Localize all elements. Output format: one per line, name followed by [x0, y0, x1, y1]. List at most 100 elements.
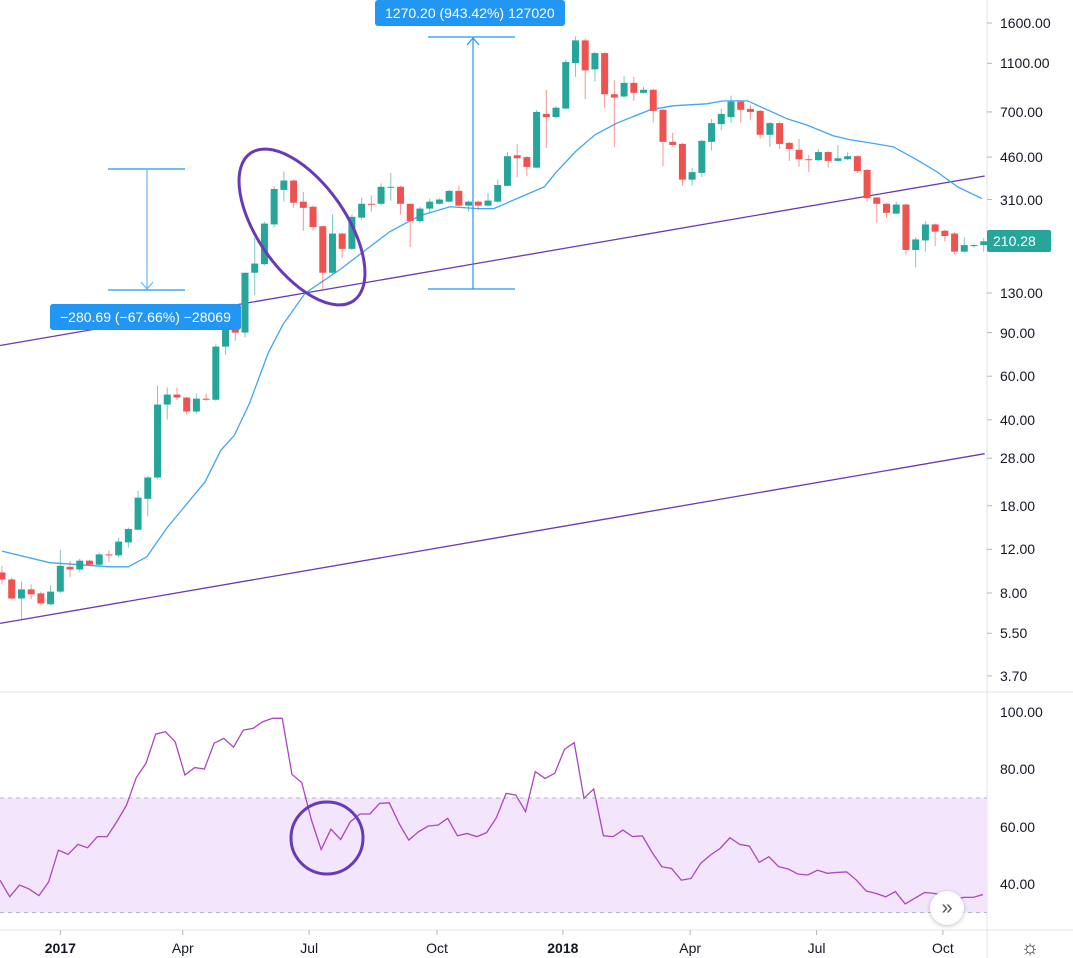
candle-body — [290, 180, 298, 203]
price-tick-label: 5.50 — [1000, 625, 1028, 642]
rsi-tick-label: 40.00 — [1000, 875, 1036, 892]
candle — [241, 272, 249, 338]
candle-body — [571, 40, 579, 64]
price-tick-label: 8.00 — [1000, 584, 1028, 601]
candle — [892, 201, 900, 215]
candle-body — [222, 329, 230, 347]
candle-body — [746, 108, 754, 112]
candle — [844, 152, 852, 161]
rsi-tick-label: 80.00 — [1000, 761, 1036, 778]
candle — [95, 552, 103, 566]
candle-body — [465, 201, 473, 206]
candle — [902, 203, 910, 255]
settings-button[interactable]: ☼ — [1019, 937, 1041, 958]
candle — [853, 155, 861, 173]
candle — [251, 237, 259, 295]
candle — [542, 89, 550, 149]
last-price-label: 210.28 — [987, 230, 1051, 253]
candle — [883, 202, 891, 218]
candle-body — [766, 123, 774, 135]
rsi-line — [0, 717, 984, 905]
measure-down-tool[interactable] — [108, 168, 185, 291]
candle-body — [941, 230, 949, 236]
candle — [649, 88, 657, 123]
candle — [338, 232, 346, 259]
candle-body — [834, 158, 842, 161]
candle-body — [416, 208, 424, 221]
candle — [426, 198, 434, 213]
price-tick-label: 1100.00 — [1000, 55, 1050, 72]
candle — [766, 122, 774, 147]
candle-body — [484, 200, 492, 206]
candle — [873, 196, 881, 223]
candle-body — [951, 233, 959, 252]
candle-body — [503, 156, 511, 186]
candle-body — [591, 53, 599, 70]
candle — [202, 393, 210, 401]
candle — [698, 139, 706, 178]
price-tick-label: 40.00 — [1000, 411, 1036, 428]
candle-body — [95, 554, 103, 565]
candle-body — [727, 101, 735, 118]
candle — [727, 95, 735, 124]
candle-body — [708, 123, 716, 142]
candle-body — [124, 528, 132, 543]
candle — [552, 105, 560, 119]
candle — [406, 203, 414, 248]
candle-body — [902, 204, 910, 250]
candle — [85, 559, 93, 566]
price-tick-label: 460.00 — [1000, 149, 1043, 166]
candle-body — [17, 589, 25, 599]
candle-body — [562, 62, 570, 109]
candle — [533, 109, 541, 169]
scroll-to-realtime-button[interactable]: » — [930, 891, 964, 925]
candle — [183, 396, 191, 415]
time-tick-label: Apr — [679, 940, 702, 956]
candle-body — [844, 156, 852, 160]
candle-body — [795, 149, 803, 160]
candle — [659, 108, 667, 167]
candle — [328, 214, 336, 275]
candle — [348, 214, 356, 250]
time-tick-label: Oct — [426, 940, 448, 956]
rsi-highlight-circle[interactable] — [289, 800, 365, 876]
highlight-ellipse[interactable] — [214, 128, 389, 326]
candle — [980, 237, 987, 252]
candle — [571, 36, 579, 77]
candle-body — [212, 346, 220, 400]
candle — [465, 200, 473, 212]
candle — [591, 51, 599, 82]
candle-body — [960, 245, 968, 252]
candle — [640, 86, 648, 94]
candle-body — [134, 497, 142, 530]
candle-body — [445, 190, 453, 202]
candle — [47, 585, 55, 606]
time-tick-label: Jul — [300, 940, 319, 956]
measure-down-label: −280.69 (−67.66%) −28069 — [50, 304, 241, 330]
candle — [484, 192, 492, 207]
measure-up-tool[interactable] — [428, 36, 515, 290]
candle — [134, 490, 142, 531]
candle — [737, 100, 745, 123]
candle-body — [659, 109, 667, 142]
candle-body — [358, 203, 366, 218]
drawings-layer — [108, 36, 515, 876]
candle-body — [970, 245, 978, 247]
candle-body — [426, 201, 434, 209]
candle — [416, 206, 424, 224]
candle-body — [455, 190, 463, 206]
candle-body — [8, 579, 16, 599]
candle — [377, 183, 385, 206]
candle — [37, 591, 45, 606]
rsi-pane — [0, 717, 987, 914]
candle-body — [105, 554, 113, 556]
candle-body — [523, 157, 531, 167]
candle — [941, 229, 949, 242]
rsi-band-fill — [0, 797, 987, 913]
time-tick-label: Oct — [932, 940, 954, 956]
candle-body — [805, 159, 813, 161]
candle — [756, 109, 764, 139]
price-tick-label: 3.70 — [1000, 667, 1028, 684]
